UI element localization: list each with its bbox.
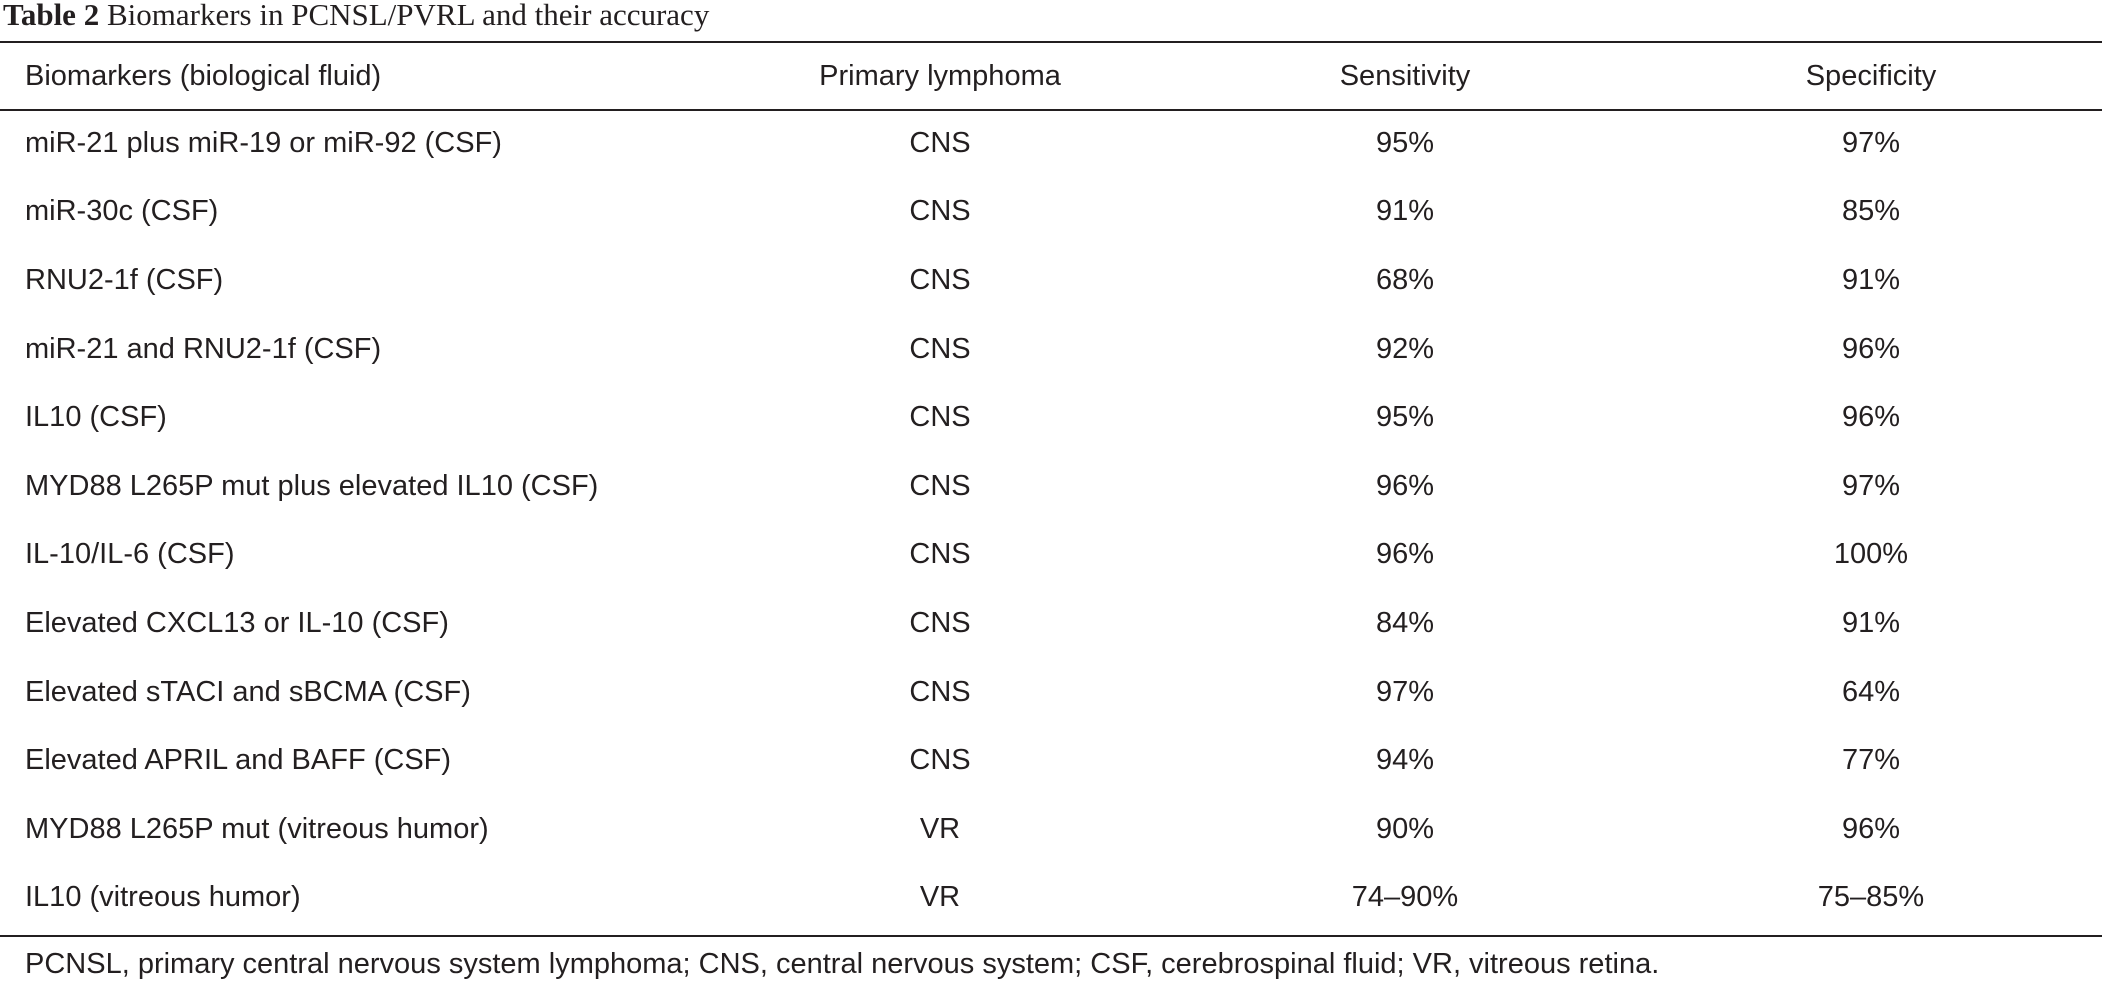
table-row: Elevated APRIL and BAFF (CSF) CNS 94% 77…: [0, 726, 2102, 795]
biomarker-cell: MYD88 L265P mut plus elevated IL10 (CSF): [25, 469, 599, 502]
sensitivity-cell: 95%: [1375, 126, 1435, 159]
lymphoma-cell: CNS: [909, 401, 971, 434]
lymphoma-cell: VR: [919, 881, 961, 914]
sensitivity-cell: 84%: [1375, 606, 1435, 639]
table-row: miR-30c (CSF) CNS 91% 85%: [0, 178, 2102, 247]
bottom-rule: [0, 935, 2102, 937]
table-row: IL10 (CSF) CNS 95% 96%: [0, 383, 2102, 452]
biomarker-cell: IL10 (CSF): [25, 401, 167, 434]
sensitivity-cell: 74–90%: [1351, 881, 1459, 914]
column-header-biomarkers: Biomarkers (biological fluid): [25, 59, 382, 92]
top-rule: [0, 41, 2102, 43]
biomarker-cell: RNU2-1f (CSF): [25, 263, 224, 296]
specificity-cell: 97%: [1841, 469, 1901, 502]
specificity-cell: 75–85%: [1817, 881, 1925, 914]
table-row: miR-21 plus miR-19 or miR-92 (CSF) CNS 9…: [0, 109, 2102, 178]
biomarker-cell: miR-30c (CSF): [25, 195, 219, 228]
caption-label: Table 2: [3, 0, 100, 32]
specificity-cell: 96%: [1841, 332, 1901, 365]
table-caption: Table 2 Biomarkers in PCNSL/PVRL and the…: [3, 0, 709, 34]
biomarker-cell: miR-21 and RNU2-1f (CSF): [25, 332, 382, 365]
specificity-cell: 91%: [1841, 606, 1901, 639]
lymphoma-cell: CNS: [909, 195, 971, 228]
column-header-primary-lymphoma: Primary lymphoma: [819, 59, 1061, 92]
lymphoma-cell: CNS: [909, 332, 971, 365]
table-row: miR-21 and RNU2-1f (CSF) CNS 92% 96%: [0, 315, 2102, 384]
biomarker-cell: miR-21 plus miR-19 or miR-92 (CSF): [25, 126, 502, 159]
lymphoma-cell: CNS: [909, 469, 971, 502]
specificity-cell: 100%: [1833, 538, 1909, 571]
table-row: IL-10/IL-6 (CSF) CNS 96% 100%: [0, 521, 2102, 590]
specificity-cell: 85%: [1841, 195, 1901, 228]
lymphoma-cell: CNS: [909, 744, 971, 777]
sensitivity-cell: 94%: [1375, 744, 1435, 777]
caption-title: Biomarkers in PCNSL/PVRL and their accur…: [106, 0, 710, 32]
specificity-cell: 96%: [1841, 401, 1901, 434]
specificity-cell: 91%: [1841, 263, 1901, 296]
table-row: RNU2-1f (CSF) CNS 68% 91%: [0, 246, 2102, 315]
table-footnote: PCNSL, primary central nervous system ly…: [25, 948, 1660, 980]
lymphoma-cell: CNS: [909, 606, 971, 639]
sensitivity-cell: 91%: [1375, 195, 1435, 228]
biomarker-cell: IL-10/IL-6 (CSF): [25, 538, 235, 571]
table-row: MYD88 L265P mut (vitreous humor) VR 90% …: [0, 795, 2102, 864]
biomarker-cell: Elevated APRIL and BAFF (CSF): [25, 744, 452, 777]
sensitivity-cell: 92%: [1375, 332, 1435, 365]
table-row: IL10 (vitreous humor) VR 74–90% 75–85%: [0, 864, 2102, 933]
lymphoma-cell: VR: [919, 812, 961, 845]
table-row: MYD88 L265P mut plus elevated IL10 (CSF)…: [0, 452, 2102, 521]
biomarker-cell: MYD88 L265P mut (vitreous humor): [25, 812, 489, 845]
lymphoma-cell: CNS: [909, 538, 971, 571]
specificity-cell: 64%: [1841, 675, 1901, 708]
specificity-cell: 77%: [1841, 744, 1901, 777]
sensitivity-cell: 90%: [1375, 812, 1435, 845]
lymphoma-cell: CNS: [909, 126, 971, 159]
biomarker-cell: Elevated sTACI and sBCMA (CSF): [25, 675, 471, 708]
table-row: Elevated sTACI and sBCMA (CSF) CNS 97% 6…: [0, 658, 2102, 727]
sensitivity-cell: 68%: [1375, 263, 1435, 296]
sensitivity-cell: 95%: [1375, 401, 1435, 434]
sensitivity-cell: 96%: [1375, 469, 1435, 502]
biomarker-cell: IL10 (vitreous humor): [25, 881, 301, 914]
header-row: Biomarkers (biological fluid) Primary ly…: [0, 43, 2102, 109]
lymphoma-cell: CNS: [909, 675, 971, 708]
sensitivity-cell: 96%: [1375, 538, 1435, 571]
table-row: Elevated CXCL13 or IL-10 (CSF) CNS 84% 9…: [0, 589, 2102, 658]
specificity-cell: 97%: [1841, 126, 1901, 159]
column-header-specificity: Specificity: [1805, 59, 1937, 92]
column-header-sensitivity: Sensitivity: [1339, 59, 1471, 92]
biomarker-table: Biomarkers (biological fluid) Primary ly…: [0, 43, 2102, 932]
specificity-cell: 96%: [1841, 812, 1901, 845]
header-rule: [0, 109, 2102, 111]
lymphoma-cell: CNS: [909, 263, 971, 296]
biomarker-cell: Elevated CXCL13 or IL-10 (CSF): [25, 606, 449, 639]
sensitivity-cell: 97%: [1375, 675, 1435, 708]
